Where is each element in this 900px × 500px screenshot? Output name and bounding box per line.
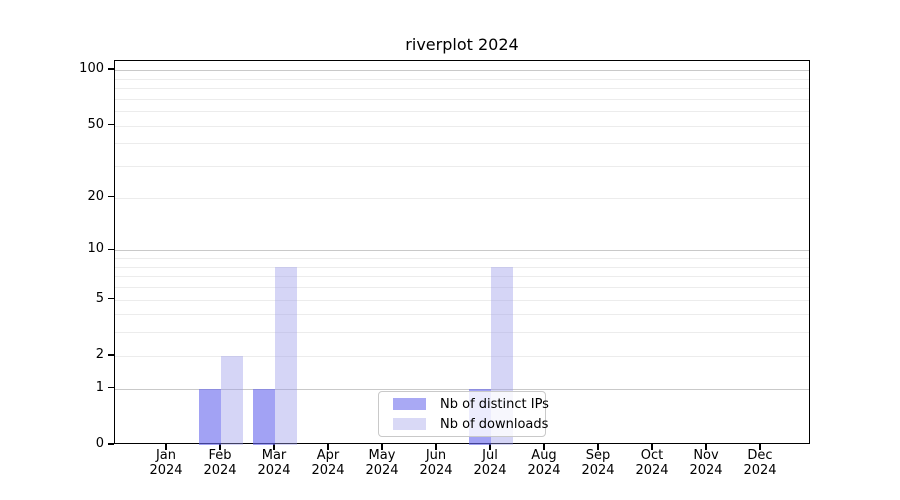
minor-gridline — [115, 332, 809, 334]
x-tick-label: Nov 2024 — [689, 448, 723, 478]
legend-label-downloads: Nb of downloads — [440, 416, 549, 432]
legend-swatch-downloads-icon — [393, 418, 426, 430]
x-tick-label: Dec 2024 — [743, 448, 777, 478]
x-tick-mark — [543, 444, 545, 450]
x-tick-mark — [651, 444, 653, 450]
y-tick-label: 5 — [95, 290, 104, 306]
minor-gridline — [115, 143, 809, 145]
bar-downloads — [221, 355, 243, 445]
legend-swatch-distinct-ips-icon — [393, 398, 426, 410]
y-tick-label: 100 — [79, 61, 104, 77]
plot-area — [114, 60, 810, 445]
major-gridline — [115, 250, 809, 252]
x-tick-mark — [327, 444, 329, 450]
y-tick-label: 0 — [95, 436, 104, 451]
y-tick-mark — [108, 123, 114, 126]
legend-item-downloads: Nb of downloads — [387, 415, 548, 433]
x-tick-mark — [165, 444, 167, 450]
x-tick-label: Oct 2024 — [635, 448, 669, 478]
minor-gridline — [115, 125, 809, 127]
x-tick-mark — [597, 444, 599, 450]
legend-item-distinct-ips: Nb of distinct IPs — [387, 395, 549, 413]
y-tick-label: 20 — [87, 188, 104, 204]
minor-gridline — [115, 314, 809, 316]
y-tick-mark — [108, 386, 114, 389]
legend-label-distinct-ips: Nb of distinct IPs — [440, 396, 549, 412]
y-tick-label: 10 — [87, 241, 104, 257]
minor-gridline — [115, 166, 809, 168]
y-tick-mark — [108, 297, 114, 300]
minor-gridline — [115, 299, 809, 301]
bar-downloads — [275, 266, 297, 445]
minor-gridline — [115, 286, 809, 288]
x-tick-label: Jan 2024 — [149, 448, 183, 478]
minor-gridline — [115, 197, 809, 199]
bar-distinct-ips — [253, 388, 275, 445]
x-tick-label: Aug 2024 — [527, 448, 561, 478]
x-tick-mark — [435, 444, 437, 450]
x-tick-label: Feb 2024 — [203, 448, 237, 478]
y-tick-label: 1 — [95, 379, 104, 395]
y-tick-mark — [108, 248, 114, 250]
x-tick-label: Apr 2024 — [311, 448, 345, 478]
x-tick-label: Jul 2024 — [473, 448, 507, 478]
x-tick-label: Mar 2024 — [257, 448, 291, 478]
y-tick-mark — [108, 443, 114, 445]
minor-gridline — [115, 276, 809, 278]
y-tick-mark — [108, 354, 114, 356]
legend: Nb of distinct IPs Nb of downloads — [378, 391, 549, 437]
major-gridline — [115, 388, 809, 390]
y-tick-label: 50 — [87, 116, 104, 132]
minor-gridline — [115, 88, 809, 89]
x-tick-mark — [759, 444, 761, 450]
minor-gridline — [115, 78, 809, 80]
y-tick-mark — [108, 195, 114, 198]
minor-gridline — [115, 98, 809, 100]
x-tick-label: Jun 2024 — [419, 448, 453, 478]
y-tick-mark — [108, 68, 114, 70]
minor-gridline — [115, 266, 809, 268]
minor-gridline — [115, 355, 809, 357]
x-tick-mark — [705, 444, 707, 450]
minor-gridline — [115, 111, 809, 113]
major-gridline — [115, 70, 809, 72]
bar-distinct-ips — [199, 388, 221, 445]
x-tick-label: May 2024 — [365, 448, 399, 478]
x-tick-mark — [489, 444, 491, 450]
x-tick-mark — [273, 444, 275, 450]
x-tick-mark — [381, 444, 383, 450]
x-tick-mark — [219, 444, 221, 450]
chart-title: riverplot 2024 — [405, 35, 519, 54]
minor-gridline — [115, 258, 809, 259]
x-tick-label: Sep 2024 — [581, 448, 615, 478]
y-tick-label: 2 — [95, 346, 104, 362]
